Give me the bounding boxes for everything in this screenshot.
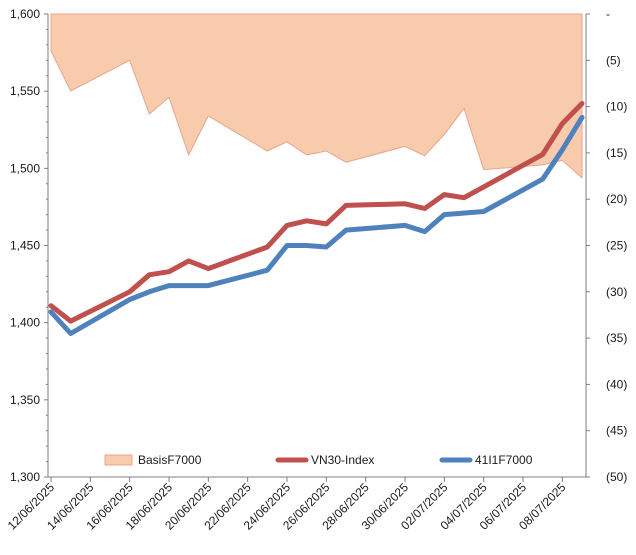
y-right-tick-label: (25) [606, 239, 627, 253]
legend-item: VN30-Index [275, 453, 374, 467]
series-line-vn30-index [48, 101, 585, 324]
legend-label: 41I1F7000 [475, 453, 533, 467]
y-left-tick-label: 1,600 [10, 7, 40, 21]
y-right-tick-label: - [606, 7, 610, 21]
y-right-tick-label: (10) [606, 100, 627, 114]
y-left-tick-label: 1,400 [10, 316, 40, 330]
legend: BasisF7000 VN30-Index 41I1F7000 [104, 453, 533, 467]
series-line-41i1f7000 [48, 114, 585, 336]
index-lines-layer [48, 101, 585, 336]
y-right-tick-label: (50) [606, 470, 627, 484]
y-left-tick-label: 1,550 [10, 84, 40, 98]
y-left-tick-label: 1,350 [10, 393, 40, 407]
basis-area-layer [50, 13, 583, 180]
legend-swatch-area [104, 454, 133, 466]
legend-label: VN30-Index [311, 453, 374, 467]
y-left-tick-label: 1,450 [10, 239, 40, 253]
y-right-tick-label: (40) [606, 377, 627, 391]
y-left-tick-label: 1,500 [10, 161, 40, 175]
y-right-tick-label: (5) [606, 53, 621, 67]
y-right-tick-label: (20) [606, 192, 627, 206]
y-right-tick-label: (15) [606, 146, 627, 160]
y-right-tick-label: (45) [606, 424, 627, 438]
legend-item: 41I1F7000 [439, 453, 533, 467]
y-left-tick-label: 1,300 [10, 470, 40, 484]
legend-item: BasisF7000 [104, 453, 202, 467]
legend-label: BasisF7000 [138, 453, 202, 467]
y-right-tick-label: (35) [606, 331, 627, 345]
y-right-tick-label: (30) [606, 285, 627, 299]
basis-area [50, 13, 583, 180]
